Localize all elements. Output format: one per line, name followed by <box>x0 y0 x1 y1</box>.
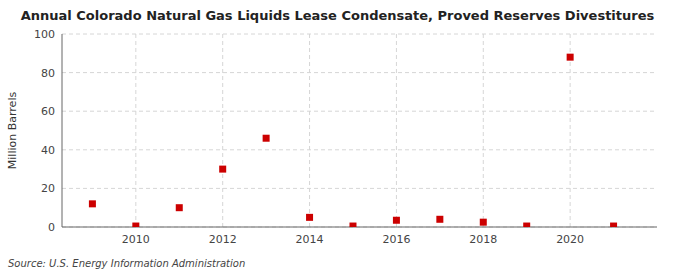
points <box>89 54 617 227</box>
point <box>349 223 356 227</box>
x-grid-line <box>135 34 136 227</box>
y-grid-line <box>62 188 657 189</box>
point <box>436 216 443 223</box>
point <box>263 135 270 142</box>
y-tick-label: 40 <box>41 144 55 157</box>
x-grid-line <box>309 34 310 227</box>
y-tick-label: 80 <box>41 67 55 80</box>
x-grid-line <box>222 34 223 227</box>
y-grid-line <box>62 72 657 73</box>
point <box>132 223 139 227</box>
source-note: Source: U.S. Energy Information Administ… <box>8 258 245 269</box>
y-tick-label: 0 <box>48 221 55 234</box>
y-tick-label: 20 <box>41 182 55 195</box>
point <box>567 54 574 61</box>
y-grid-line <box>62 111 657 112</box>
x-tick-label: 2010 <box>122 233 150 246</box>
y-grid-line <box>62 149 657 150</box>
y-grid-line <box>62 34 657 35</box>
x-tick-label: 2018 <box>469 233 497 246</box>
y-tick-label: 60 <box>41 105 55 118</box>
point <box>480 219 487 226</box>
point <box>219 166 226 173</box>
x-grid-line <box>396 34 397 227</box>
title: Annual Colorado Natural Gas Liquids Leas… <box>21 8 655 23</box>
y-grid-line <box>62 227 657 228</box>
x-axis-line <box>62 227 657 228</box>
x-grid-line <box>570 34 571 227</box>
point <box>393 217 400 224</box>
point <box>89 200 96 207</box>
x-tick-label: 2014 <box>296 233 324 246</box>
x-tick-label: 2012 <box>209 233 237 246</box>
y-axis-label: Million Barrels <box>6 92 19 170</box>
x-tick-label: 2016 <box>382 233 410 246</box>
point <box>306 214 313 221</box>
point <box>176 204 183 211</box>
point <box>610 223 617 227</box>
y-axis-line <box>62 34 63 227</box>
x-tick-label: 2020 <box>556 233 584 246</box>
y-tick-label: 100 <box>34 28 55 41</box>
chart: Annual Colorado Natural Gas Liquids Leas… <box>0 0 675 275</box>
point <box>523 223 530 227</box>
x-grid-line <box>483 34 484 227</box>
grid <box>62 34 657 227</box>
